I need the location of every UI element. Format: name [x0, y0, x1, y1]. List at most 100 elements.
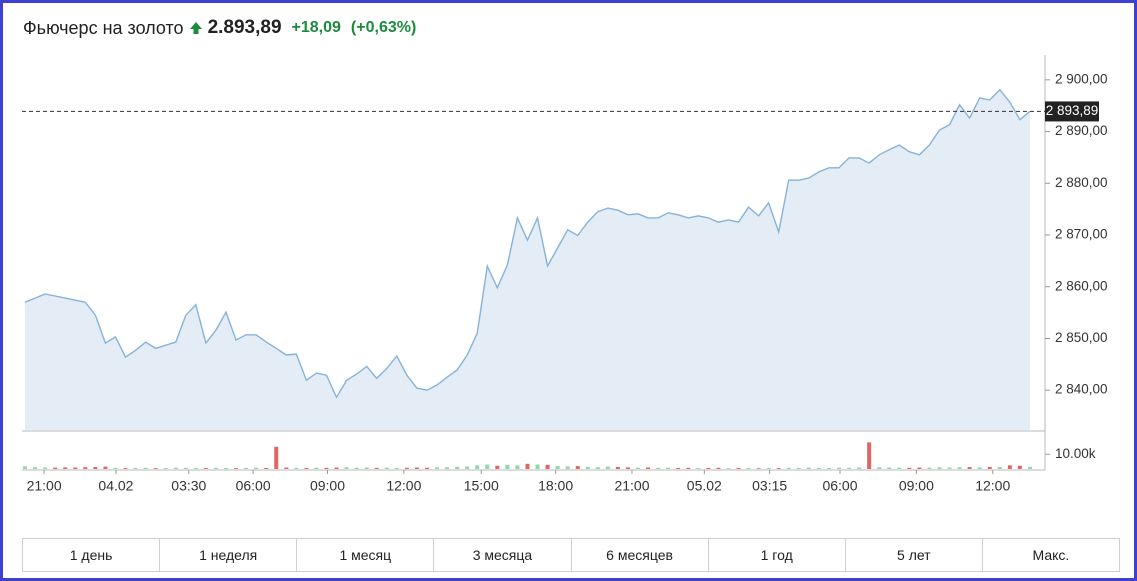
- x-tick-label: 21:00: [614, 478, 649, 494]
- volume-bar: [505, 464, 510, 469]
- volume-bar: [1017, 465, 1022, 469]
- volume-bar: [1007, 465, 1012, 469]
- volume-bar: [254, 467, 259, 469]
- price-line: [24, 88, 1031, 399]
- period-button[interactable]: 1 месяц: [297, 539, 435, 571]
- volume-bar: [796, 467, 801, 469]
- volume-bar: [625, 467, 630, 469]
- period-button[interactable]: 3 месяца: [434, 539, 572, 571]
- volume-bar: [234, 468, 239, 469]
- volume-bar: [63, 467, 68, 469]
- x-tick-label: 09:00: [899, 478, 934, 494]
- x-tick-label: 03:15: [752, 478, 787, 494]
- change: +18,09: [291, 19, 341, 36]
- x-tick-label: 18:00: [538, 478, 573, 494]
- volume-bar: [937, 467, 942, 469]
- y-tick-label: 2 870,00: [1055, 227, 1108, 242]
- volume-bar: [756, 468, 761, 469]
- volume-bar: [887, 467, 892, 469]
- volume-bar: [203, 468, 208, 469]
- volume-bar: [294, 467, 299, 469]
- volume-bar: [545, 464, 550, 469]
- volume-bar: [73, 467, 78, 469]
- volume-bar: [384, 467, 389, 469]
- x-tick-label: 09:00: [310, 478, 345, 494]
- volume-bar: [103, 466, 108, 469]
- x-tick-label: 21:00: [27, 478, 62, 494]
- volume-bar: [565, 466, 570, 469]
- volume-bar: [374, 467, 379, 469]
- volume-bar: [153, 468, 158, 469]
- y-tick-label: 2 850,00: [1055, 330, 1108, 345]
- volume-bar: [455, 466, 460, 469]
- volume-bar: [927, 467, 932, 469]
- period-button[interactable]: 5 лет: [846, 539, 983, 571]
- volume-bar: [163, 467, 168, 469]
- volume-bar: [173, 467, 178, 469]
- volume-bar: [857, 467, 862, 469]
- period-button[interactable]: Макс.: [1032, 547, 1070, 563]
- volume-bar: [465, 466, 470, 469]
- volume-bar: [123, 468, 128, 469]
- period-button[interactable]: 1 неделя: [160, 539, 298, 571]
- volume-bar: [605, 466, 610, 469]
- volume-bar: [213, 467, 218, 469]
- volume-bar: [967, 467, 972, 469]
- volume-bar: [314, 467, 319, 469]
- x-tick-label: 03:30: [171, 478, 206, 494]
- volume-bar: [475, 465, 480, 469]
- price-area: [25, 89, 1030, 430]
- volume-bar: [686, 467, 691, 469]
- volume-bar: [676, 467, 681, 469]
- volume-bar: [304, 467, 309, 469]
- volume-bar: [324, 467, 329, 469]
- volume-bar: [877, 467, 882, 469]
- volume-bar: [244, 467, 249, 469]
- volume-bar: [575, 466, 580, 469]
- volume-bar: [183, 467, 188, 469]
- volume-bar: [264, 467, 269, 469]
- volume-tick-label: 10.00k: [1055, 446, 1096, 461]
- volume-bar: [696, 468, 701, 469]
- period-button[interactable]: 1 год: [709, 539, 846, 571]
- volume-bar: [485, 464, 490, 469]
- chart: Investing.com2 840,002 850,002 860,002 8…: [22, 55, 1108, 494]
- volume-bar: [786, 467, 791, 469]
- volume-bar: [133, 467, 138, 469]
- volume-bar: [917, 467, 922, 469]
- volume-bar: [113, 467, 118, 469]
- volume-bar: [274, 446, 279, 469]
- volume-bar: [766, 467, 771, 469]
- period-selector: 1 день 1 неделя 1 месяц 3 месяца 6 месяцев 1 …: [22, 538, 1120, 572]
- volume-bar: [334, 467, 339, 469]
- y-tick-label: 2 900,00: [1055, 71, 1108, 86]
- volume-bar: [193, 467, 198, 469]
- volume-bar: [394, 467, 399, 469]
- volume-bar: [525, 463, 530, 469]
- volume-bar: [495, 465, 500, 469]
- volume-bar: [93, 467, 98, 469]
- volume-bar: [1027, 466, 1032, 469]
- volume-bar: [33, 467, 38, 469]
- header: Фьючерс на золото 2.893,89 +18,09 (+0,63…: [23, 17, 416, 39]
- volume-bar: [706, 467, 711, 469]
- volume-bar: [716, 467, 721, 469]
- volume-bar: [414, 467, 419, 469]
- volume-bar: [806, 467, 811, 469]
- period-button[interactable]: 1 день: [23, 539, 161, 571]
- volume-bar: [43, 467, 48, 469]
- volume-bar: [656, 467, 661, 469]
- volume-bar: [646, 467, 651, 469]
- period-button[interactable]: 6 месяцев: [572, 539, 709, 571]
- volume-bar: [907, 467, 912, 469]
- y-tick-label: 2 840,00: [1055, 382, 1108, 397]
- volume-bar: [615, 466, 620, 469]
- volume-bar: [947, 467, 952, 469]
- volume-bar: [445, 467, 450, 469]
- volume-bar: [746, 468, 751, 469]
- volume-bar: [555, 466, 560, 469]
- volume-bar: [726, 468, 731, 469]
- volume-bar: [585, 466, 590, 469]
- volume-bar: [404, 467, 409, 469]
